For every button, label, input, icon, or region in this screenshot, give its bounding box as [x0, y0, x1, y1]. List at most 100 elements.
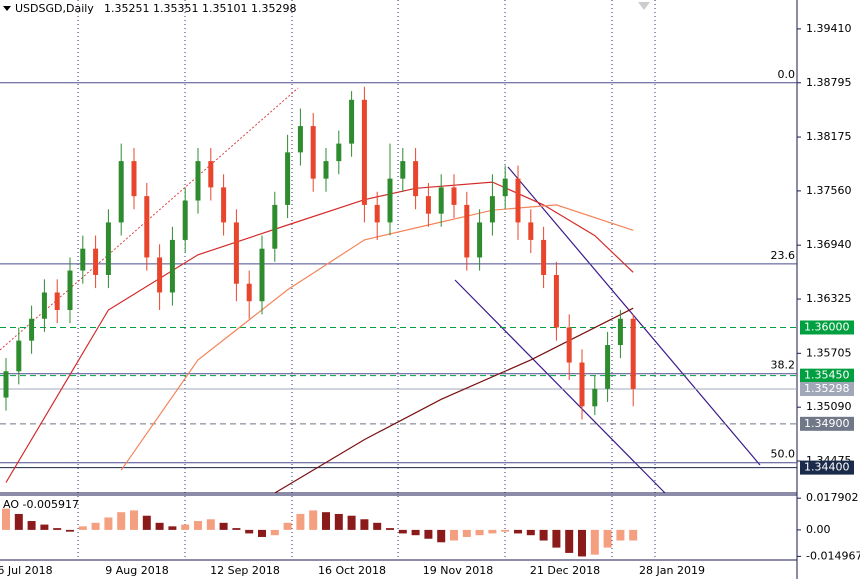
candle-body — [489, 196, 495, 223]
fib-label: 23.6 — [771, 249, 796, 262]
candle-body — [182, 200, 188, 240]
candle-body — [451, 187, 457, 205]
osc-bar — [552, 529, 561, 548]
osc-bar — [232, 528, 241, 530]
ohlc-info: 1.35251 1.35351 1.35101 1.35298 — [104, 2, 296, 15]
candle-body — [502, 178, 508, 197]
candle-body — [297, 126, 303, 153]
symbol: USDSGD,Daily — [15, 2, 94, 15]
osc-bar — [360, 519, 369, 530]
price-label-box — [800, 460, 854, 475]
menu-arrow[interactable] — [3, 6, 11, 11]
price-label: 1.34900 — [804, 417, 850, 430]
osc-bar — [104, 517, 113, 530]
y-tick-label: 1.35705 — [806, 346, 852, 359]
candle-body — [272, 204, 278, 249]
osc-bar — [245, 529, 254, 534]
osc-bar — [309, 510, 318, 530]
osc-bar — [168, 526, 177, 530]
candle-body — [400, 161, 406, 179]
osc-bar — [424, 529, 433, 539]
osc-bar — [322, 512, 330, 530]
candle-body — [323, 161, 329, 179]
candle-body — [617, 318, 623, 346]
price-label-box — [800, 368, 854, 383]
x-tick-label: 16 Oct 2018 — [318, 564, 386, 577]
candle-body — [592, 388, 598, 407]
osc-bar — [270, 529, 279, 536]
candle-body — [157, 257, 163, 293]
osc-bar — [373, 522, 382, 530]
price-label-box — [800, 416, 854, 431]
osc-bar — [206, 519, 215, 530]
osc-bar — [53, 528, 62, 530]
osc-bar — [386, 528, 394, 530]
osc-bar — [2, 508, 10, 530]
candle-body — [553, 274, 559, 328]
price-label-box — [800, 320, 854, 335]
x-tick-label: 19 Nov 2018 — [423, 564, 493, 577]
candle-body — [528, 222, 534, 240]
osc-bar — [450, 529, 458, 541]
osc-tick-label: 0.00 — [806, 523, 831, 536]
channel-line — [454, 279, 666, 494]
osc-bar — [142, 515, 151, 530]
osc-bar — [590, 529, 599, 555]
moving-average — [274, 307, 634, 494]
candle-body — [144, 196, 150, 258]
osc-bar — [539, 529, 548, 541]
osc-bar — [565, 529, 574, 553]
price-label: 1.35450 — [804, 369, 850, 382]
osc-bar — [91, 522, 100, 530]
candle-body — [54, 292, 60, 310]
shift-marker[interactable] — [638, 2, 650, 10]
candle-body — [541, 239, 547, 275]
candle-body — [349, 99, 355, 144]
candle-body — [80, 248, 86, 271]
candle-body — [310, 126, 316, 179]
osc-bar — [578, 529, 586, 557]
candle-body — [29, 318, 35, 341]
candle-body — [221, 187, 227, 223]
candle-body — [438, 187, 444, 214]
candle-body — [246, 283, 252, 302]
candle-body — [605, 345, 611, 389]
candle-body — [233, 222, 239, 284]
x-tick-label: 12 Sep 2018 — [210, 564, 280, 577]
candle-body — [630, 318, 636, 389]
osc-bar — [616, 529, 625, 541]
candle-body — [374, 204, 380, 223]
osc-bar — [629, 529, 638, 541]
osc-bar — [347, 515, 356, 530]
osc-tick-label: -0.014967 — [806, 549, 860, 562]
osc-bar — [78, 526, 87, 530]
osc-bar — [334, 513, 343, 530]
osc-bar — [411, 529, 420, 536]
osc-bar — [398, 529, 407, 534]
osc-bar — [258, 529, 266, 537]
osc-bar — [155, 522, 164, 530]
candle-body — [387, 178, 393, 223]
oscillator-label: AO -0.005917 — [3, 498, 79, 511]
osc-bar — [514, 529, 522, 534]
moving-average — [120, 204, 634, 471]
candle-body — [425, 196, 431, 214]
candle-body — [67, 270, 73, 310]
osc-bar — [27, 521, 36, 530]
candle-body — [336, 143, 342, 162]
osc-bar — [475, 529, 484, 536]
osc-bar — [130, 510, 138, 530]
price-label: 1.35298 — [804, 382, 850, 395]
osc-bar — [437, 529, 446, 543]
candle-body — [285, 152, 291, 205]
osc-bar — [66, 529, 74, 532]
osc-bar — [462, 529, 471, 537]
fib-label: 50.0 — [771, 448, 796, 461]
x-tick-label: 9 Aug 2018 — [105, 564, 168, 577]
grid — [77, 0, 656, 560]
fib-label: 38.2 — [771, 359, 796, 372]
candle-body — [413, 161, 419, 197]
y-tick-label: 1.36940 — [806, 238, 852, 251]
candle-body — [41, 292, 47, 319]
